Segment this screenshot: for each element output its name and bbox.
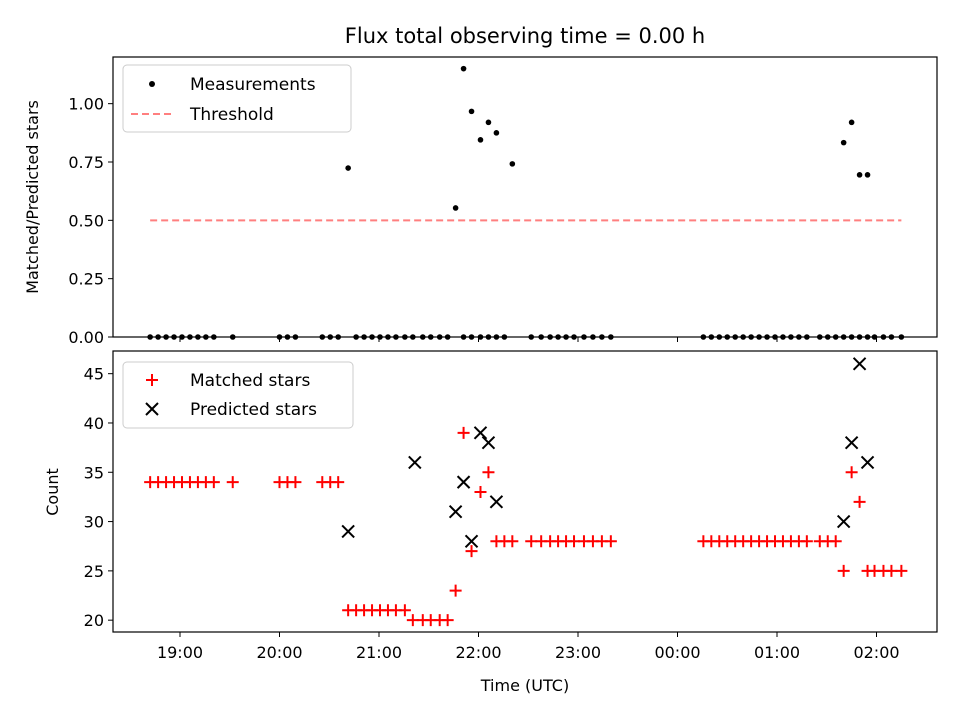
top-y-tick-label: 1.00 <box>68 95 104 114</box>
x-tick-label: 00:00 <box>654 643 700 662</box>
x-tick-label: 23:00 <box>555 643 601 662</box>
matched-star-point <box>465 545 478 558</box>
bottom-plot-frame <box>112 350 938 633</box>
legend-measurements-marker <box>149 81 155 87</box>
top-y-tick-label: 0.75 <box>68 153 104 172</box>
top-legend: Measurements Threshold <box>122 64 352 133</box>
matched-star-point <box>506 535 519 548</box>
predicted-star-point <box>481 435 496 450</box>
bottom-y-tick-label: 45 <box>84 365 104 384</box>
measurement-point <box>864 172 871 178</box>
bottom-y-axis-label: Count <box>43 468 62 516</box>
predicted-star-point <box>448 505 463 519</box>
predicted-star-point <box>408 455 422 470</box>
legend-predicted-marker <box>145 402 159 416</box>
matched-star-point <box>837 564 850 577</box>
matched-star-point <box>845 466 858 479</box>
legend-predicted-label: Predicted stars <box>190 400 317 420</box>
x-tick-label: 20:00 <box>256 643 302 662</box>
predicted-star-point <box>852 357 867 371</box>
count-points <box>144 357 908 627</box>
bottom-y-ticks: 20 25 30 35 40 45 <box>84 365 113 630</box>
matched-star-point <box>853 495 866 508</box>
top-panel: 0.00 0.25 0.50 0.75 1.00 Matched/Predicted s… <box>23 56 938 347</box>
predicted-star-point <box>473 426 488 440</box>
measurement-point <box>468 108 475 115</box>
matched-star-point <box>895 564 908 577</box>
matched-star-point <box>441 614 454 627</box>
x-tick-label: 22:00 <box>455 643 501 662</box>
bottom-x-ticks: 19:00 20:00 21:00 22:00 23:00 00:00 01:00 02:00 <box>157 632 900 662</box>
matched-star-point <box>332 476 345 489</box>
predicted-star-point <box>860 455 875 470</box>
measurement-point <box>485 119 492 126</box>
matched-star-point <box>398 604 411 617</box>
bottom-panel: 20 25 30 35 40 45 19:00 20:00 21:00 22:00 23:00 00… <box>43 350 938 695</box>
top-y-ticks: 0.00 0.25 0.50 0.75 1.00 <box>68 95 113 347</box>
chart-title: Flux total observing time = 0.00 h <box>345 24 705 48</box>
bottom-legend: Matched stars Predicted stars <box>122 361 354 429</box>
measurement-point <box>509 161 516 167</box>
predicted-star-point <box>456 475 471 489</box>
top-plot-frame <box>112 56 938 338</box>
bottom-y-tick-label: 40 <box>84 414 104 433</box>
top-y-tick-label: 0.50 <box>68 211 104 230</box>
top-x-ticks <box>179 337 877 342</box>
predicted-star-point <box>489 495 504 509</box>
predicted-star-point <box>844 435 859 450</box>
top-y-tick-label: 0.25 <box>68 270 104 289</box>
bottom-y-tick-label: 30 <box>84 513 104 532</box>
matched-star-point <box>457 426 470 439</box>
matched-star-point <box>604 535 617 548</box>
matched-star-point <box>207 476 220 489</box>
predicted-star-point <box>341 524 355 539</box>
x-tick-label: 01:00 <box>754 643 800 662</box>
matched-star-point <box>226 476 239 489</box>
matched-star-point <box>829 535 842 548</box>
bottom-legend-box <box>122 361 354 429</box>
x-tick-label: 19:00 <box>157 643 203 662</box>
top-y-axis-label: Matched/Predicted stars <box>23 100 42 294</box>
x-tick-label: 21:00 <box>356 643 402 662</box>
top-legend-box <box>122 64 352 133</box>
top-y-tick-label: 0.00 <box>68 328 104 347</box>
matched-star-point <box>449 584 462 597</box>
predicted-star-point <box>464 534 479 548</box>
legend-matched-label: Matched stars <box>190 371 310 391</box>
bottom-y-tick-label: 20 <box>84 611 104 630</box>
matched-star-point <box>289 476 302 489</box>
measurement-point <box>493 130 500 136</box>
measurement-point <box>856 172 863 178</box>
measurement-point <box>452 205 459 211</box>
matched-star-point <box>800 535 813 548</box>
measurement-point <box>477 137 484 143</box>
predicted-star-point <box>836 514 851 529</box>
measurement-point <box>840 139 847 146</box>
legend-threshold-label: Threshold <box>189 105 274 125</box>
bottom-y-tick-label: 25 <box>84 562 104 581</box>
measurement-points <box>147 65 905 340</box>
matched-star-point <box>474 485 487 498</box>
x-tick-label: 02:00 <box>853 643 899 662</box>
matched-star-point <box>482 466 495 479</box>
x-axis-label: Time (UTC) <box>480 676 569 695</box>
measurement-point <box>848 119 855 126</box>
legend-matched-marker <box>146 374 158 386</box>
measurement-point <box>460 65 467 72</box>
legend-measurements-label: Measurements <box>190 75 316 95</box>
measurement-point <box>345 165 351 171</box>
bottom-y-tick-label: 35 <box>84 463 104 482</box>
